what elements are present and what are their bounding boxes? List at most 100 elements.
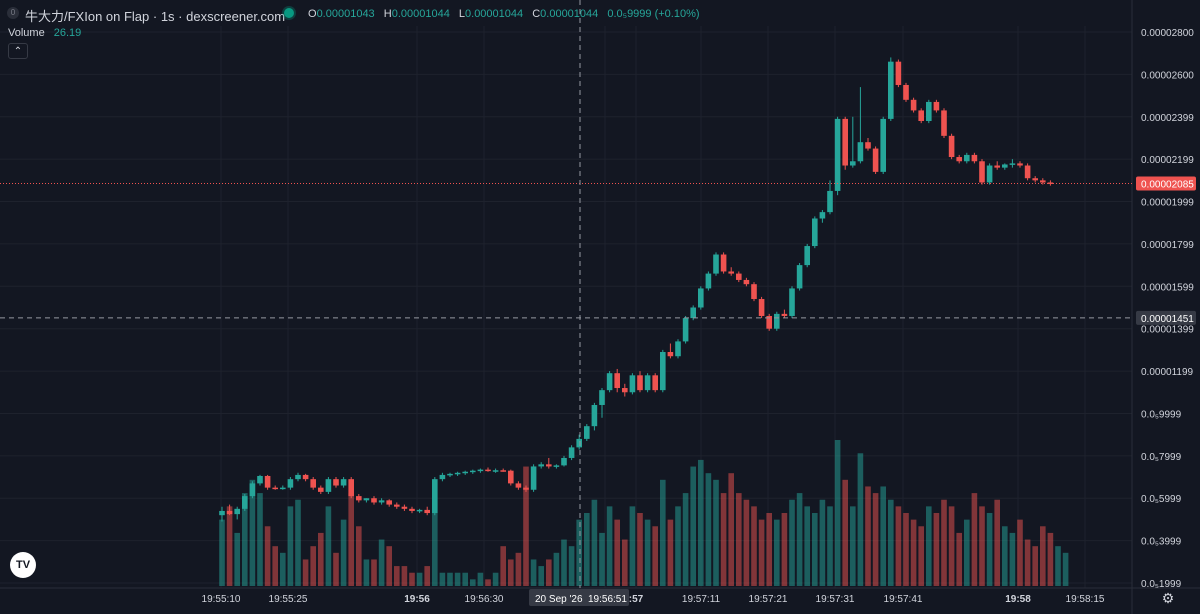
volume-bar (462, 572, 468, 586)
close-value: 0.00001044 (540, 8, 599, 20)
candle-body (637, 375, 643, 391)
volume-bar (318, 532, 324, 586)
volume-bar (986, 513, 993, 586)
volume-bar (454, 572, 461, 586)
volume-bar (416, 572, 423, 586)
volume-bar (348, 493, 354, 586)
candle-body (409, 508, 415, 511)
time-tick-label: :57 (629, 594, 644, 605)
crosshair-time-badge (529, 589, 629, 606)
high-label: H (383, 8, 392, 20)
volume-bar (728, 473, 734, 586)
volume-bar (652, 526, 658, 586)
candle-body (348, 479, 354, 497)
candle-body (249, 483, 256, 497)
volume-bar (606, 506, 613, 586)
collapse-legend-button[interactable]: ⌃ (8, 43, 28, 59)
candle-body (819, 212, 826, 219)
volume-bar (698, 459, 704, 586)
volume-label: Volume (8, 27, 45, 39)
volume-bar (538, 566, 544, 586)
candle-body (599, 390, 605, 405)
candle-body (356, 496, 362, 501)
volume-bar (736, 493, 742, 586)
candle-body (614, 373, 620, 389)
candle-body (378, 500, 385, 503)
crosshair-price-badge (1136, 310, 1196, 325)
time-tick-label: 19:57:41 (884, 594, 923, 605)
time-tick-label: 19:56:30 (465, 594, 504, 605)
volume-bar (378, 539, 385, 586)
volume-bar (918, 526, 924, 586)
candle-body (432, 479, 438, 514)
chart-overlays (0, 0, 1132, 588)
volume-bar (789, 499, 795, 586)
token-logo-icon[interactable]: 0 (7, 7, 19, 19)
volume-bar (257, 493, 263, 586)
candle-body (470, 470, 476, 473)
volume-bar (272, 546, 278, 586)
chart-title[interactable]: 牛大力/FXIon on Flap · 1s · dexscreener.com (25, 9, 286, 24)
time-axis[interactable]: 19:55:10 19:55:25 19:56 19:56:30:57 19:57:11… (202, 589, 1105, 606)
candle-body (242, 496, 248, 509)
candle-body (812, 218, 818, 247)
candle-body (606, 373, 613, 391)
low-value: 0.00001044 (465, 8, 524, 20)
crosshair-time-label: 19:56:51 (588, 594, 627, 605)
volume-bar (424, 566, 430, 586)
candle-body (888, 61, 894, 119)
volume-bar (758, 519, 765, 586)
candle-body (439, 474, 446, 480)
price-tick-label: 0.0₅3999 (1141, 537, 1182, 548)
volume-bar (675, 506, 681, 586)
candle-body (872, 148, 879, 172)
volume-bar (956, 532, 962, 586)
volume-bar (432, 513, 438, 586)
candle-body (1009, 163, 1016, 165)
volume-bar (394, 566, 400, 586)
price-tick-label: 0.0₅5999 (1141, 494, 1182, 505)
volume-bar (409, 572, 415, 586)
volume-bar (1024, 539, 1031, 586)
volume-bar (842, 479, 848, 586)
price-tick-label: 0.00001599 (1141, 282, 1194, 293)
volume-bar (720, 493, 727, 586)
candle-body (264, 475, 271, 488)
volume-bar (857, 453, 864, 586)
ohlc-legend: O0.00001043 H0.00001044 L0.00001044 C0.0… (308, 8, 700, 20)
candle-body (842, 118, 848, 166)
candle-body (652, 375, 658, 391)
candle-body (629, 375, 636, 393)
price-axis[interactable]: 0.00002800 0.00002600 0.00002399 0.00002199… (1136, 28, 1196, 590)
crosshair-date-label: 20 Sep '26 (535, 594, 583, 605)
volume-bar (713, 479, 719, 586)
candle-body (576, 438, 582, 448)
volume-bar (910, 519, 917, 586)
volume-bar (865, 486, 871, 586)
volume-bar (264, 526, 271, 586)
gear-icon[interactable]: ⚙ (1161, 590, 1175, 606)
candle-body (371, 498, 377, 503)
volume-bar (280, 552, 286, 586)
volume-bar (1047, 532, 1054, 586)
time-tick-label: 19:57:11 (682, 594, 721, 605)
candle-body (1002, 164, 1008, 168)
price-tick-label: 0.0₅9999 (1141, 409, 1182, 420)
volume-bar (926, 506, 932, 586)
candle-body (508, 470, 514, 484)
candle-body (895, 61, 902, 85)
candle-body (523, 487, 529, 490)
price-tick-label: 0.00002800 (1141, 28, 1194, 39)
candle-body (325, 479, 332, 492)
volume-bar (872, 493, 879, 586)
candle-body (310, 479, 316, 488)
time-tick-label: 19:58 (1005, 594, 1031, 605)
close-label: C (532, 8, 541, 20)
candle-body (789, 288, 795, 316)
volume-bar (356, 526, 362, 586)
tradingview-logo[interactable]: TV (10, 552, 36, 578)
volume-bar (888, 499, 894, 586)
candle-body (462, 471, 468, 474)
candle-body (500, 470, 506, 472)
